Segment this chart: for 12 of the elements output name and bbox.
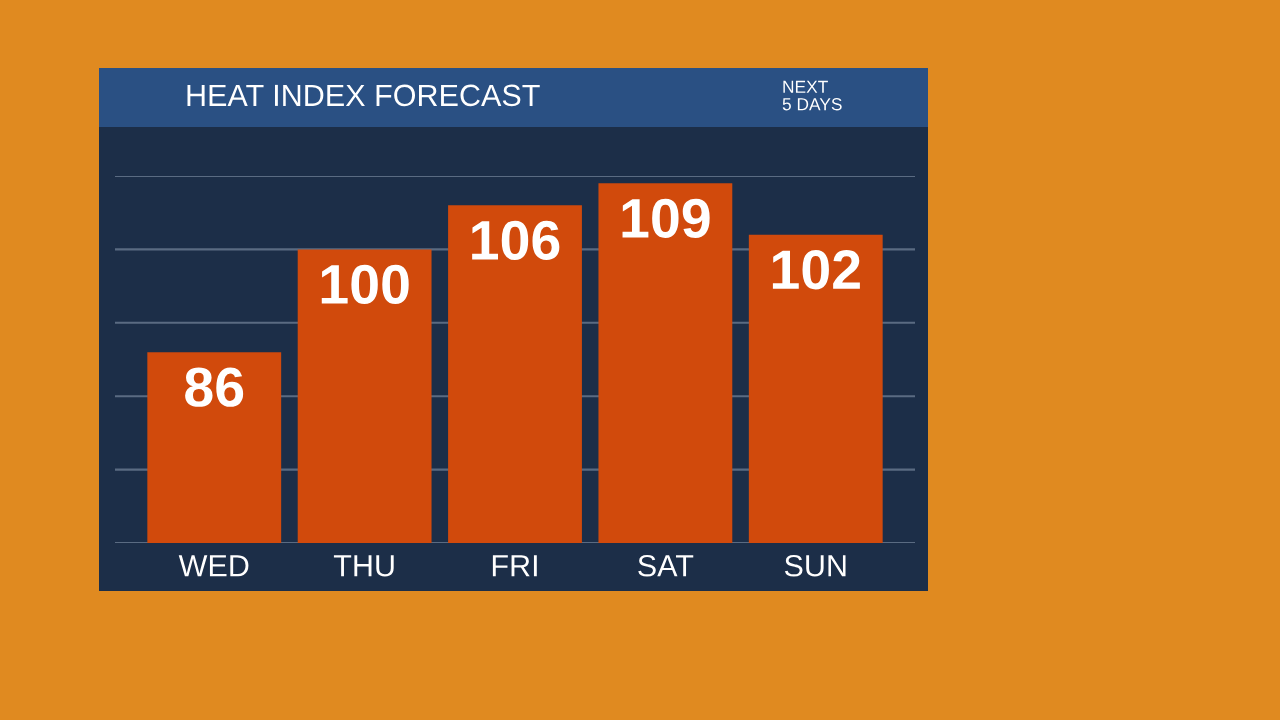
data-label: 106 xyxy=(472,220,560,261)
chart-title: HEAT INDEX FORECAST xyxy=(187,84,540,107)
x-tick-label: SUN xyxy=(784,554,846,577)
x-tick-label: SAT xyxy=(638,554,694,577)
data-label: 109 xyxy=(622,198,710,239)
x-tick-label: WED xyxy=(178,555,249,577)
data-label: 100 xyxy=(321,264,409,305)
data-label: 86 xyxy=(185,367,244,407)
data-label: 102 xyxy=(772,250,860,290)
x-tick-label: THU xyxy=(333,555,394,577)
x-tick-label: FRI xyxy=(492,555,537,577)
text: NEXT 5 DAYS xyxy=(782,80,842,111)
